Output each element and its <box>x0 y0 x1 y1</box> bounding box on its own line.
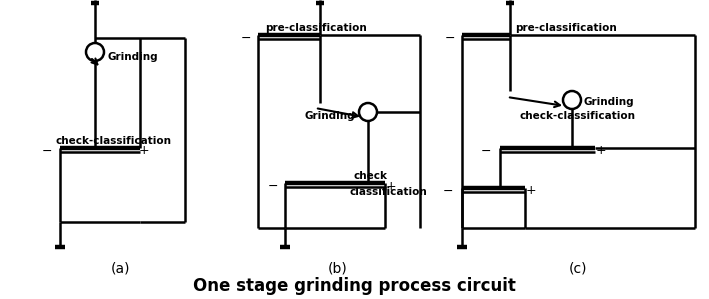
Text: classification: classification <box>350 187 428 197</box>
Text: −: − <box>268 179 278 193</box>
Text: +: + <box>386 179 396 193</box>
Text: +: + <box>525 184 536 198</box>
Text: (b): (b) <box>328 261 348 275</box>
Text: −: − <box>42 144 52 158</box>
Text: +: + <box>139 144 150 158</box>
Text: check-classification: check-classification <box>55 136 171 146</box>
Text: check: check <box>353 171 387 181</box>
Text: Grinding: Grinding <box>304 111 355 121</box>
Text: check-classification: check-classification <box>520 111 636 121</box>
Text: −: − <box>442 184 453 198</box>
Text: (c): (c) <box>569 261 587 275</box>
Text: Grinding: Grinding <box>584 97 635 107</box>
Text: pre-classification: pre-classification <box>515 23 617 33</box>
Text: −: − <box>241 31 251 45</box>
Text: −: − <box>481 144 491 158</box>
Text: One stage grinding process circuit: One stage grinding process circuit <box>193 277 515 295</box>
Text: (a): (a) <box>111 261 130 275</box>
Text: +: + <box>596 144 606 158</box>
Text: pre-classification: pre-classification <box>265 23 367 33</box>
Text: −: − <box>445 31 455 45</box>
Text: Grinding: Grinding <box>107 52 157 62</box>
